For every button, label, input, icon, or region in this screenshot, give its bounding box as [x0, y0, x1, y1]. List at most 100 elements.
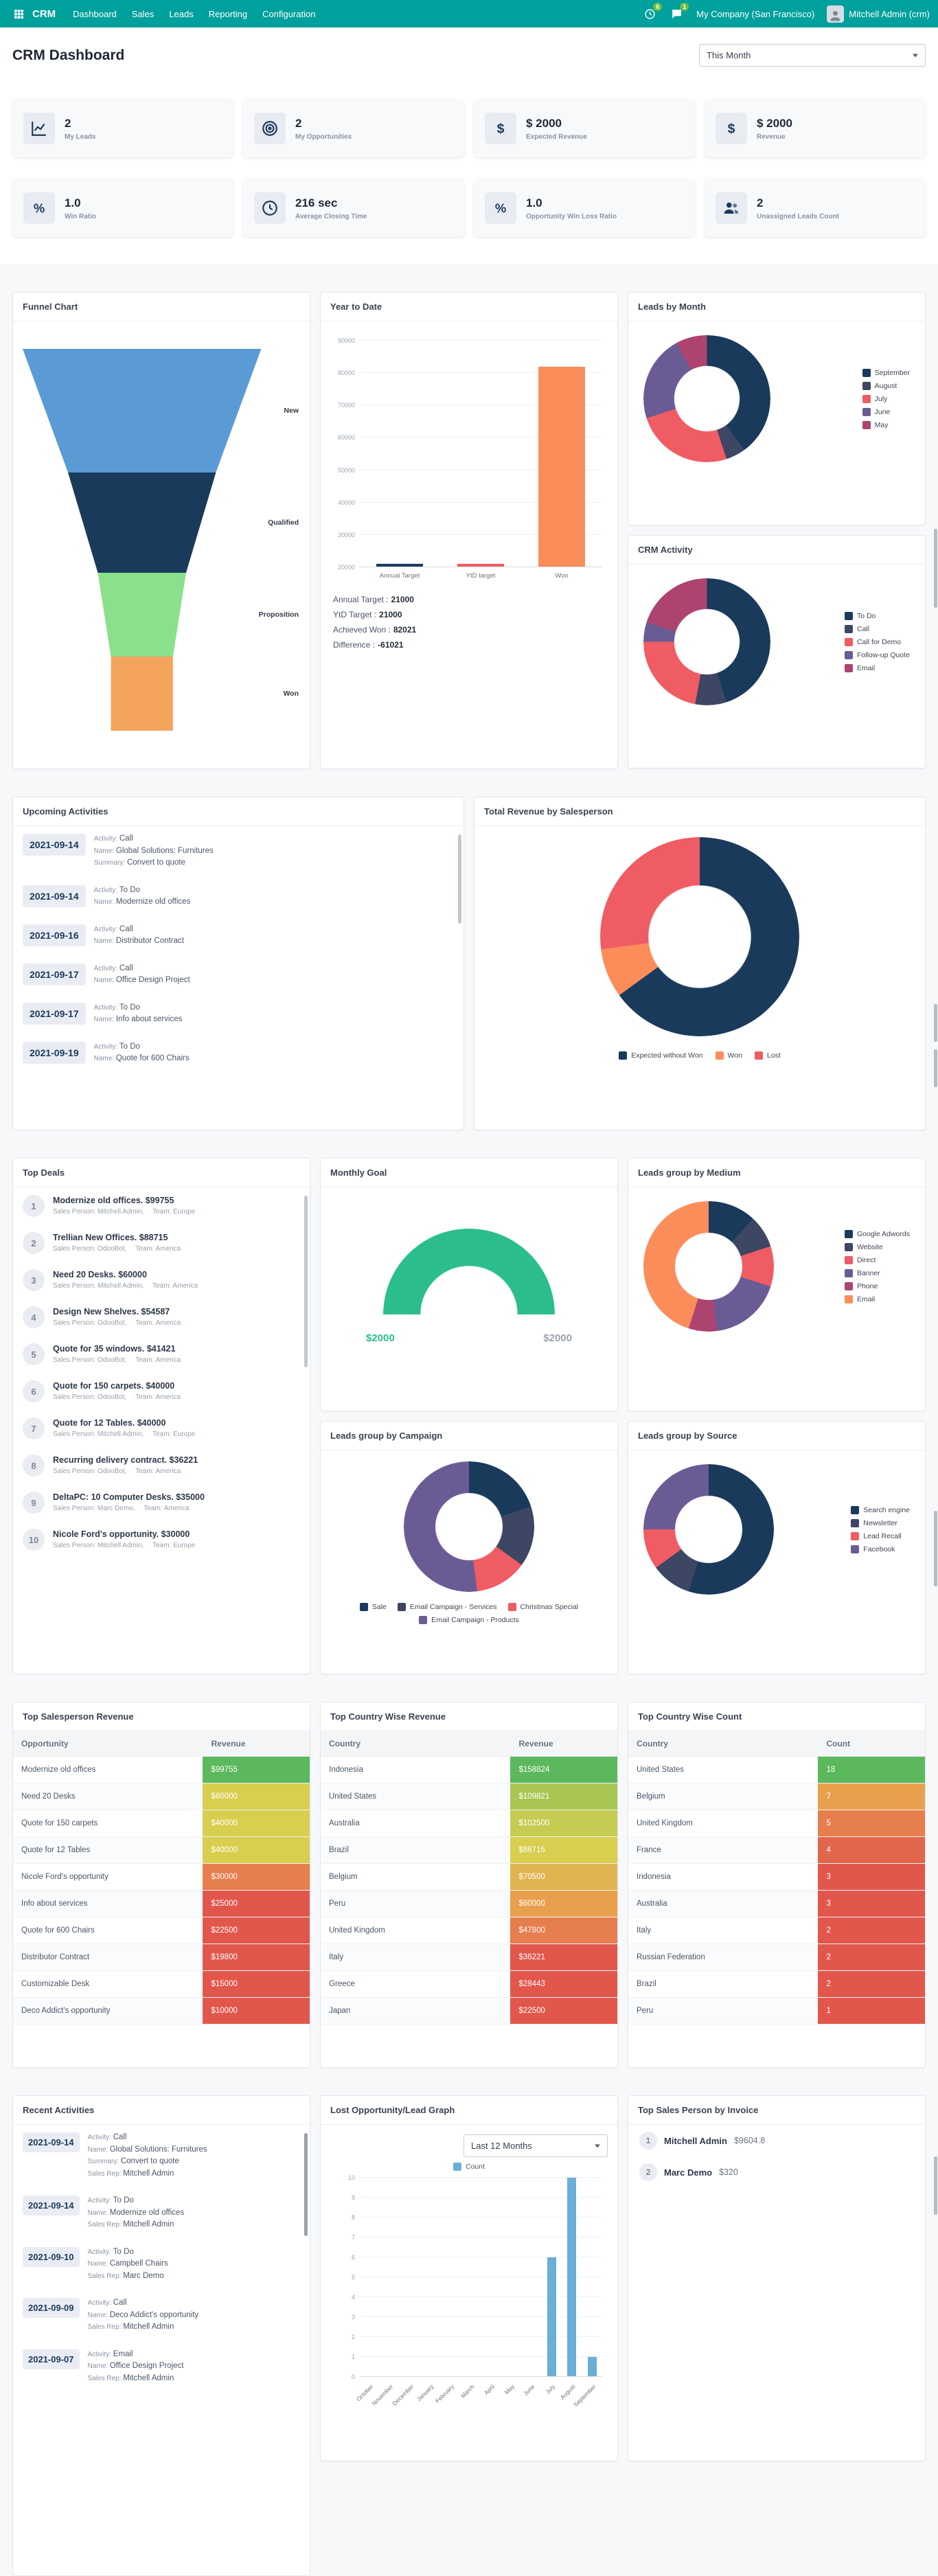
legend-item[interactable]: Direct	[844, 1255, 910, 1264]
kpi-card[interactable]: % 1.0 Win Ratio	[12, 179, 233, 237]
activity-item[interactable]: 2021-09-17 Activity: To Do Name: Info ab…	[13, 995, 464, 1034]
legend-item[interactable]: Call for Demo	[844, 637, 910, 646]
activity-item[interactable]: 2021-09-14 Activity: Call Name: Global S…	[13, 826, 464, 878]
leads-by-month-donut[interactable]	[643, 335, 770, 462]
scrollbar-thumb[interactable]	[304, 1196, 308, 1367]
table-row[interactable]: Info about services $25000	[13, 1890, 310, 1917]
activity-item[interactable]: 2021-09-17 Activity: Call Name: Office D…	[13, 956, 464, 995]
table-row[interactable]: Customizable Desk $15000	[13, 1970, 310, 1998]
nav-menu-item[interactable]: Sales	[131, 8, 155, 19]
crm-activity-donut[interactable]	[643, 578, 770, 705]
table-row[interactable]: Deco Addict's opportunity $10000	[13, 1997, 310, 2025]
deal-item[interactable]: 9 DeltaPC: 10 Computer Desks. $35000 Sal…	[13, 1484, 310, 1521]
legend-item[interactable]: August	[862, 381, 910, 390]
nav-menu-item[interactable]: Leads	[169, 8, 194, 19]
table-row[interactable]: Russian Federation 2	[628, 1944, 925, 1971]
table-row[interactable]: Modernize old offices $99755	[13, 1756, 310, 1783]
page-scrollbar-thumb[interactable]	[934, 1004, 937, 1042]
page-scrollbar-thumb[interactable]	[934, 2156, 937, 2215]
activities-button[interactable]: 6	[643, 2, 663, 23]
user-menu[interactable]: Mitchell Admin (crm)	[827, 5, 930, 23]
kpi-card[interactable]: $ $ 2000 Expected Revenue	[474, 100, 695, 157]
chart-bar[interactable]	[567, 2178, 577, 2377]
legend-item[interactable]: Email	[844, 1295, 910, 1303]
table-row[interactable]: Quote for 600 Chairs $22500	[13, 1917, 310, 1944]
column-header[interactable]: Country	[628, 1731, 819, 1757]
apps-menu-button[interactable]	[8, 5, 30, 23]
funnel-stage-new[interactable]	[23, 349, 262, 472]
leads-by-medium-donut[interactable]	[643, 1201, 774, 1332]
table-row[interactable]: Japan $22500	[321, 1997, 617, 2025]
company-switcher[interactable]: My Company (San Francisco)	[696, 8, 815, 19]
deal-item[interactable]: 7 Quote for 12 Tables. $40000 Sales Pers…	[13, 1410, 310, 1447]
table-row[interactable]: Quote for 150 carpets $40000	[13, 1810, 310, 1837]
column-header[interactable]: Revenue	[510, 1731, 617, 1757]
deal-item[interactable]: 10 Nicole Ford's opportunity. $30000 Sal…	[13, 1521, 310, 1558]
page-scrollbar-thumb[interactable]	[934, 1049, 937, 1087]
table-row[interactable]: Distributor Contract $19800	[13, 1944, 310, 1971]
activity-item[interactable]: 2021-09-09 Activity: Call Name: Deco Add…	[13, 2290, 310, 2342]
legend-item[interactable]: Lead Recall	[851, 1531, 910, 1540]
legend-item[interactable]: Email Campaign - Products	[419, 1616, 519, 1624]
kpi-card[interactable]: 216 sec Average Closing Time	[243, 179, 464, 237]
table-row[interactable]: Greece $28443	[321, 1970, 617, 1998]
legend-item[interactable]: To Do	[844, 611, 910, 620]
table-row[interactable]: Peru 1	[628, 1997, 925, 2025]
legend-item[interactable]: June	[862, 407, 910, 416]
months-filter-select[interactable]: Last 12 Months	[464, 2134, 608, 2157]
table-row[interactable]: Italy $36221	[321, 1944, 617, 1971]
legend-item[interactable]: July	[862, 394, 910, 403]
page-scrollbar-thumb[interactable]	[934, 529, 937, 608]
legend-item[interactable]: Lost	[754, 1051, 781, 1060]
kpi-card[interactable]: $ $ 2000 Revenue	[705, 100, 926, 157]
table-row[interactable]: Peru $60000	[321, 1890, 617, 1917]
legend-item[interactable]: Phone	[844, 1281, 910, 1290]
legend-item[interactable]: Search engine	[851, 1505, 910, 1514]
funnel-stage-proposition[interactable]	[98, 573, 186, 657]
activity-item[interactable]: 2021-09-14 Activity: To Do Name: Moderni…	[13, 2188, 310, 2239]
chart-bar[interactable]	[547, 2257, 556, 2377]
chart-bar[interactable]	[376, 564, 424, 567]
legend-item[interactable]: Follow-up Quote	[844, 650, 910, 659]
app-brand[interactable]: CRM	[32, 8, 56, 20]
legend-item[interactable]: Facebook	[851, 1545, 910, 1553]
table-row[interactable]: Belgium 7	[628, 1783, 925, 1810]
legend-item[interactable]: Expected without Won	[619, 1051, 703, 1060]
chart-bar[interactable]	[457, 564, 505, 567]
legend-item[interactable]: Website	[844, 1242, 910, 1251]
leads-by-campaign-donut[interactable]	[404, 1461, 534, 1592]
legend-item[interactable]: Email Campaign - Services	[397, 1603, 497, 1611]
activity-item[interactable]: 2021-09-10 Activity: To Do Name: Campbel…	[13, 2239, 310, 2291]
funnel-stage-qualified[interactable]	[68, 472, 216, 573]
activity-item[interactable]: 2021-09-07 Activity: Email Name: Office …	[13, 2342, 310, 2393]
legend-item[interactable]: Christmas Special	[507, 1603, 578, 1611]
deal-item[interactable]: 5 Quote for 35 windows. $41421 Sales Per…	[13, 1336, 310, 1373]
table-row[interactable]: Italy 2	[628, 1917, 925, 1944]
table-row[interactable]: Nicole Ford's opportunity $30000	[13, 1863, 310, 1891]
legend-item[interactable]: May	[862, 420, 910, 429]
column-header[interactable]: Count	[818, 1731, 925, 1757]
table-row[interactable]: France 4	[628, 1836, 925, 1864]
table-row[interactable]: Indonesia $158824	[321, 1756, 617, 1783]
table-row[interactable]: United States $109821	[321, 1783, 617, 1810]
invoice-item[interactable]: 1 Mitchell Admin $9604.8	[628, 2125, 925, 2156]
kpi-card[interactable]: 2 My Opportunities	[243, 100, 464, 157]
column-header[interactable]: Country	[321, 1731, 511, 1757]
legend-item[interactable]: Email	[844, 663, 910, 672]
monthly-goal-gauge[interactable]	[383, 1229, 555, 1314]
legend-item[interactable]: September	[862, 368, 910, 377]
messages-button[interactable]: 1	[670, 2, 689, 23]
table-row[interactable]: Indonesia 3	[628, 1863, 925, 1891]
deal-item[interactable]: 6 Quote for 150 carpets. $40000 Sales Pe…	[13, 1373, 310, 1410]
deal-item[interactable]: 8 Recurring delivery contract. $36221 Sa…	[13, 1447, 310, 1484]
kpi-card[interactable]: 2 My Leads	[12, 100, 233, 157]
activity-item[interactable]: 2021-09-14 Activity: Call Name: Global S…	[13, 2125, 310, 2188]
legend-item[interactable]: Newsletter	[851, 1518, 910, 1527]
deal-item[interactable]: 1 Modernize old offices. $99755 Sales Pe…	[13, 1187, 310, 1224]
deal-item[interactable]: 2 Trellian New Offices. $88715 Sales Per…	[13, 1224, 310, 1262]
funnel-stage-won[interactable]	[111, 657, 173, 731]
chart-bar[interactable]	[587, 2357, 597, 2377]
table-row[interactable]: Brazil 2	[628, 1970, 925, 1998]
scrollbar-thumb[interactable]	[458, 834, 461, 924]
deal-item[interactable]: 4 Design New Shelves. $54587 Sales Perso…	[13, 1299, 310, 1336]
